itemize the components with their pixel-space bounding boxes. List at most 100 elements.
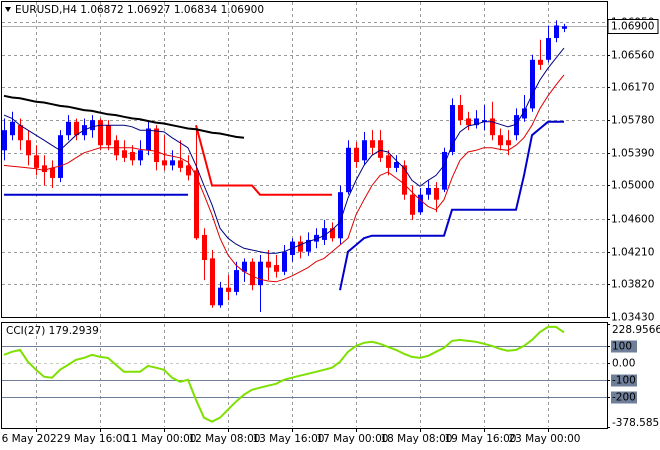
candle-body <box>202 234 207 261</box>
level-label-box <box>611 340 637 353</box>
y-tick-label: 1.06170 <box>611 82 654 94</box>
y-tick-label: 100 <box>612 341 632 353</box>
candle-body <box>266 261 271 268</box>
candle-body <box>562 26 567 29</box>
overlay-line <box>4 120 564 291</box>
candle-body <box>90 120 95 131</box>
candle-body <box>386 155 391 168</box>
x-tick-label: 18 May 08:00 <box>380 433 452 445</box>
candle-body <box>450 105 455 152</box>
candle-body <box>146 128 151 151</box>
candle-body <box>42 165 47 173</box>
candle-body <box>530 59 535 109</box>
candle-body <box>178 160 183 168</box>
candle-body <box>2 130 7 151</box>
candle-body <box>354 147 359 163</box>
cci-frame <box>1 322 608 429</box>
x-tick-label: 13 May 16:00 <box>252 433 324 445</box>
candle-body <box>322 228 327 240</box>
candle-body <box>34 155 39 168</box>
overlay-line <box>195 124 332 196</box>
last-price-label: 1.06900 <box>611 21 654 33</box>
y-tick-label: 1.03820 <box>611 279 654 291</box>
candle-body <box>394 162 399 168</box>
candle-body <box>122 150 127 158</box>
candle-body <box>106 125 111 146</box>
candle-body <box>170 160 175 166</box>
candle-body <box>378 140 383 158</box>
candle-body <box>338 192 343 239</box>
candle-body <box>330 228 335 239</box>
candle-body <box>370 140 375 148</box>
y-tick-label: 228.9566 <box>612 324 660 336</box>
candle-body <box>250 261 255 286</box>
candle-body <box>226 287 231 292</box>
y-tick-label: 1.03430 <box>611 312 654 324</box>
candle-body <box>282 251 287 272</box>
candle-body <box>154 128 159 163</box>
candle-body <box>410 194 415 215</box>
candle-body <box>514 115 519 136</box>
candle-body <box>506 140 511 146</box>
candle-body <box>74 121 79 136</box>
candle-body <box>210 258 215 306</box>
candle-body <box>58 135 63 178</box>
candle-body <box>306 239 311 252</box>
candle-body <box>314 234 319 242</box>
candle-body <box>546 38 551 60</box>
candle-body <box>98 120 103 146</box>
y-tick-label: 1.05000 <box>611 180 654 192</box>
candle-body <box>474 118 479 126</box>
overlay-line <box>3 74 565 283</box>
candle-body <box>10 121 15 136</box>
candle-body <box>426 187 431 195</box>
y-tick-label: 1.06560 <box>611 50 654 62</box>
y-tick-label: 1.05780 <box>611 115 654 127</box>
candle-body <box>162 160 167 166</box>
candle-body <box>498 135 503 146</box>
indicator-title: CCI(27) 179.2939 <box>6 325 99 337</box>
dropdown-icon[interactable] <box>5 7 11 12</box>
candle-body <box>402 165 407 195</box>
candle-body <box>18 125 23 141</box>
candle-body <box>482 120 487 122</box>
candle-body <box>522 108 527 119</box>
candle-body <box>138 150 143 161</box>
candle-body <box>458 105 463 121</box>
candle-body <box>490 118 495 136</box>
y-tick-label: -378.5858 <box>612 417 660 429</box>
x-tick-label: 9 May 16:00 <box>64 433 129 445</box>
y-tick-label: 0.00 <box>612 358 635 370</box>
candle-body <box>26 140 31 156</box>
y-tick-label: -200 <box>612 392 636 404</box>
candle-body <box>466 118 471 126</box>
candle-body <box>554 25 559 39</box>
candle-body <box>66 121 71 136</box>
candle-body <box>298 241 303 252</box>
candle-body <box>346 147 351 193</box>
price-frame <box>1 1 608 318</box>
candle-body <box>418 194 423 213</box>
candle-body <box>274 265 279 272</box>
x-tick-label: 12 May 08:00 <box>188 433 260 445</box>
x-tick-label: 6 May 2022 <box>2 433 64 445</box>
candle-body <box>538 59 543 65</box>
candle-body <box>442 151 447 190</box>
y-tick-label: 1.04210 <box>611 247 654 259</box>
level-label-box <box>611 391 637 404</box>
candle-body <box>130 151 135 161</box>
level-label-box <box>611 374 637 387</box>
candle-body <box>258 261 263 286</box>
y-tick-label: -100 <box>612 375 636 387</box>
x-tick-label: 23 May 00:00 <box>508 433 580 445</box>
candle-body <box>362 140 367 161</box>
x-tick-label: 17 May 00:00 <box>316 433 388 445</box>
candle-body <box>186 165 191 176</box>
overlay-line <box>3 94 245 139</box>
candle-body <box>50 167 55 178</box>
x-tick-label: 19 May 16:00 <box>444 433 516 445</box>
candle-body <box>218 287 223 306</box>
